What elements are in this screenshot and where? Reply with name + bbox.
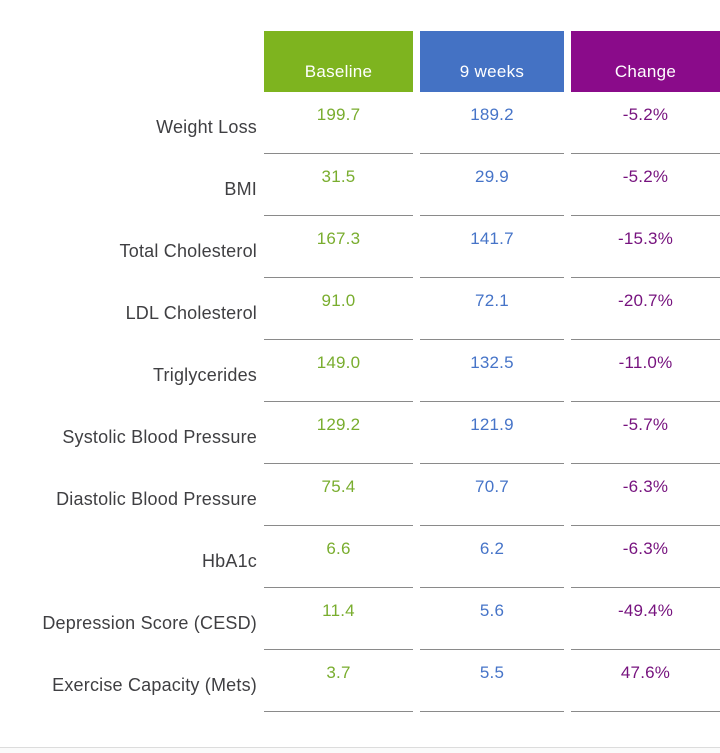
column-header-9-weeks: 9 weeks — [420, 31, 564, 92]
baseline-value: 75.4 — [264, 464, 413, 526]
row-label: HbA1c — [201, 551, 257, 571]
row-label: Systolic Blood Pressure — [62, 427, 257, 447]
baseline-value: 167.3 — [264, 216, 413, 278]
week9-value: 132.5 — [420, 340, 564, 402]
change-value: -15.3% — [571, 216, 720, 278]
baseline-value: 31.5 — [264, 154, 413, 216]
row-label: Triglycerides — [153, 365, 257, 385]
column-header-baseline: Baseline — [264, 31, 413, 92]
change-value: -5.2% — [571, 92, 720, 154]
change-value: -6.3% — [571, 526, 720, 588]
change-value: -5.2% — [571, 154, 720, 216]
week9-value: 141.7 — [420, 216, 564, 278]
week9-value: 6.2 — [420, 526, 564, 588]
week9-value: 121.9 — [420, 402, 564, 464]
baseline-value: 6.6 — [264, 526, 413, 588]
metrics-comparison-table: Baseline 9 weeks Change Weight Loss 199.… — [0, 31, 720, 712]
change-value: 47.6% — [571, 650, 720, 712]
week9-value: 70.7 — [420, 464, 564, 526]
change-value: -6.3% — [571, 464, 720, 526]
column-header-change: Change — [571, 31, 720, 92]
baseline-value: 199.7 — [264, 92, 413, 154]
row-label: Diastolic Blood Pressure — [56, 489, 257, 509]
baseline-value: 11.4 — [264, 588, 413, 650]
change-value: -5.7% — [571, 402, 720, 464]
header-spacer-cell — [0, 31, 257, 92]
row-label: LDL Cholesterol — [125, 303, 257, 323]
week9-value: 29.9 — [420, 154, 564, 216]
baseline-value: 91.0 — [264, 278, 413, 340]
row-label: Exercise Capacity (Mets) — [52, 675, 257, 695]
row-label: BMI — [224, 179, 257, 199]
week9-value: 5.6 — [420, 588, 564, 650]
baseline-value: 149.0 — [264, 340, 413, 402]
change-value: -49.4% — [571, 588, 720, 650]
change-value: -20.7% — [571, 278, 720, 340]
week9-value: 72.1 — [420, 278, 564, 340]
row-label: Weight Loss — [156, 117, 257, 137]
baseline-value: 3.7 — [264, 650, 413, 712]
week9-value: 189.2 — [420, 92, 564, 154]
week9-value: 5.5 — [420, 650, 564, 712]
baseline-value: 129.2 — [264, 402, 413, 464]
page-bottom-edge — [0, 747, 720, 753]
row-label: Depression Score (CESD) — [42, 613, 257, 633]
change-value: -11.0% — [571, 340, 720, 402]
row-label: Total Cholesterol — [119, 241, 257, 261]
